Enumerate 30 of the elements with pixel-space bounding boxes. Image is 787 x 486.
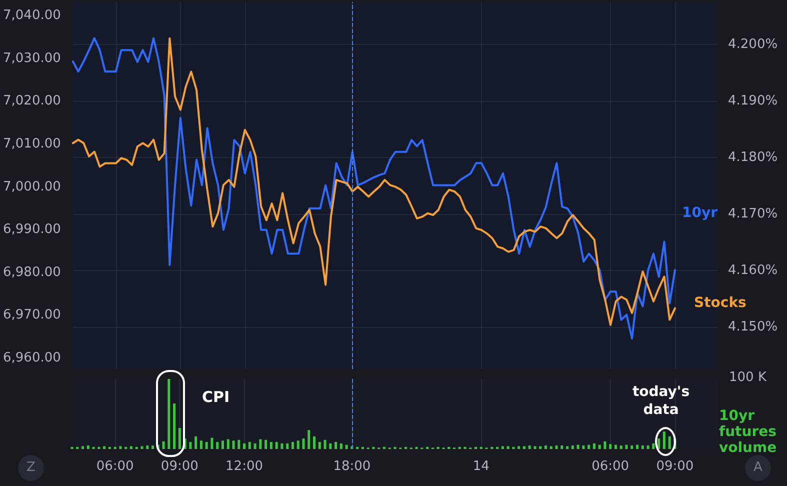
x-tick-label: 14 — [472, 459, 490, 474]
round-button: A — [745, 455, 771, 481]
y2-tick-label: 4.170% — [728, 206, 778, 222]
y-tick-label: 6,990.00 — [3, 222, 61, 238]
y-tick-label: 6,970.00 — [3, 308, 61, 323]
text: 100 K — [729, 370, 766, 386]
x-tick-label: 09:00 — [656, 459, 694, 474]
x-tick-label: 12:00 — [226, 459, 263, 474]
y-tick-label: 7,040.00 — [3, 8, 61, 24]
y2-tick-label: 4.180% — [728, 150, 778, 166]
y-tick-label: 7,010.00 — [3, 136, 61, 152]
y2-tick-label: 4.200% — [728, 36, 778, 52]
y-tick-label: 6,980.00 — [3, 264, 61, 280]
y2-tick-label: 4.150% — [728, 320, 778, 335]
y-tick-label: 6,960.00 — [3, 350, 61, 366]
x-tick-label: 06:00 — [96, 459, 134, 474]
series-label: Stocks — [694, 294, 746, 312]
x-tick-label: 18:00 — [333, 459, 371, 474]
round-button: Z — [18, 455, 44, 481]
annotation: today's data — [631, 383, 691, 419]
y2-tick-label: 4.160% — [728, 263, 778, 278]
x-tick-label: 06:00 — [592, 459, 630, 474]
y-tick-label: 7,030.00 — [3, 50, 61, 66]
annotation: CPI — [202, 388, 230, 406]
series-label: 10yr — [682, 204, 718, 222]
y2-tick-label: 4.190% — [728, 93, 778, 108]
text: 10yr futures volume — [719, 408, 778, 456]
x-tick-label: 09:00 — [160, 459, 198, 474]
y-tick-label: 7,020.00 — [3, 94, 61, 109]
y-tick-label: 7,000.00 — [3, 179, 61, 194]
